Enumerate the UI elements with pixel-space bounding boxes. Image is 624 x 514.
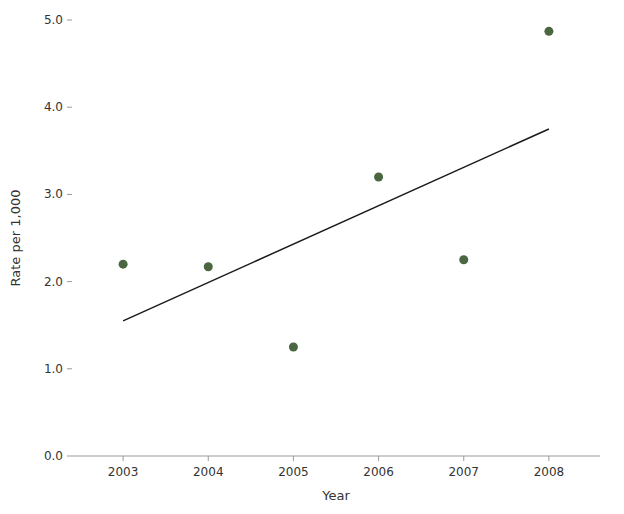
- x-tick: [378, 456, 379, 461]
- data-point: [204, 262, 213, 271]
- x-tick-label: 2007: [448, 465, 479, 479]
- data-point: [544, 27, 553, 36]
- x-tick-label: 2006: [363, 465, 394, 479]
- data-point: [119, 260, 128, 269]
- x-tick: [463, 456, 464, 461]
- data-point: [289, 343, 298, 352]
- x-tick-label: 2008: [534, 465, 565, 479]
- x-axis-label: Year: [321, 488, 350, 503]
- y-tick-label: 0.0: [44, 449, 63, 463]
- y-tick: [67, 20, 72, 21]
- y-axis-label: Rate per 1,000: [8, 190, 23, 287]
- x-tick-label: 2003: [108, 465, 139, 479]
- y-tick-label: 4.0: [44, 100, 63, 114]
- y-tick-label: 3.0: [44, 187, 63, 201]
- plot-area: [119, 27, 554, 352]
- x-tick-label: 2005: [278, 465, 309, 479]
- y-tick-label: 5.0: [44, 13, 63, 27]
- y-tick: [67, 281, 72, 282]
- y-tick: [67, 107, 72, 108]
- x-axis-line: [72, 456, 600, 457]
- y-tick-label: 1.0: [44, 362, 63, 376]
- x-tick: [293, 456, 294, 461]
- x-tick: [548, 456, 549, 461]
- y-tick-label: 2.0: [44, 275, 63, 289]
- trend-line: [123, 129, 549, 321]
- page: {"chart_data": {"type": "scatter", "xlab…: [0, 0, 624, 514]
- data-point: [459, 255, 468, 264]
- x-tick: [123, 456, 124, 461]
- x-tick-label: 2004: [193, 465, 224, 479]
- y-tick: [67, 368, 72, 369]
- data-point: [374, 172, 383, 181]
- axes: 2003 2004 2005 2006 2007 2008 0.0 1.0 2.0 3.0 4.0 5…: [44, 13, 600, 479]
- y-tick: [67, 456, 72, 457]
- chart: 2003 2004 2005 2006 2007 2008 0.0 1.0 2.0 3.0 4.0 5…: [0, 0, 624, 514]
- y-tick: [67, 194, 72, 195]
- x-tick: [208, 456, 209, 461]
